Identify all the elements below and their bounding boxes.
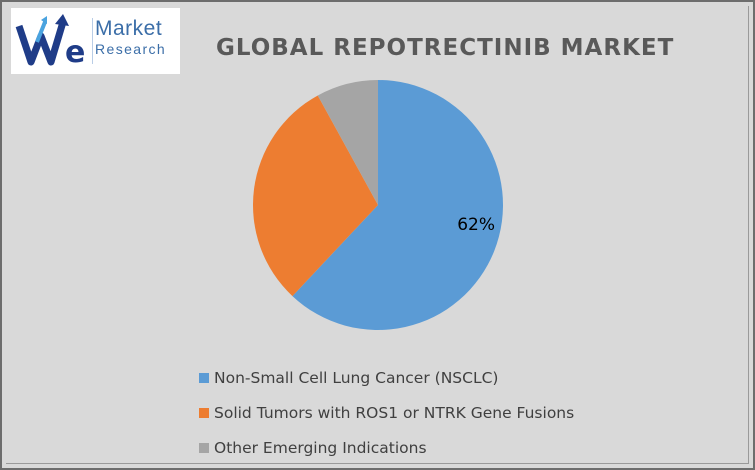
legend-label-1: Non-Small Cell Lung Cancer (NSCLC) <box>214 368 499 387</box>
legend-item-2: Solid Tumors with ROS1 or NTRK Gene Fusi… <box>199 395 574 430</box>
legend-item-1: Non-Small Cell Lung Cancer (NSCLC) <box>199 360 574 395</box>
legend-swatch-3 <box>199 442 209 453</box>
legend-swatch-2 <box>199 407 209 418</box>
chart-title: GLOBAL REPOTRECTINIB MARKET <box>216 35 675 61</box>
data-label-1: 62% <box>457 215 495 235</box>
pie-slice-2 <box>253 95 378 297</box>
legend-label-3: Other Emerging Indications <box>214 438 427 457</box>
company-logo: e Market Research <box>11 8 180 74</box>
pie-slice-1 <box>292 80 504 331</box>
chart-legend: Non-Small Cell Lung Cancer (NSCLC) Solid … <box>199 360 574 465</box>
pie-slice-3 <box>317 80 378 205</box>
legend-swatch-1 <box>199 372 209 383</box>
svg-text:e: e <box>65 35 85 70</box>
logo-brand-line1: Market <box>95 17 163 40</box>
logo-brand-line2: Research <box>95 41 167 57</box>
logo-text: Market Research <box>95 18 166 56</box>
legend-label-2: Solid Tumors with ROS1 or NTRK Gene Fusi… <box>214 403 575 422</box>
logo-mark-icon: e <box>15 14 85 70</box>
legend-item-3: Other Emerging Indications <box>199 430 574 465</box>
logo-divider <box>92 18 93 64</box>
